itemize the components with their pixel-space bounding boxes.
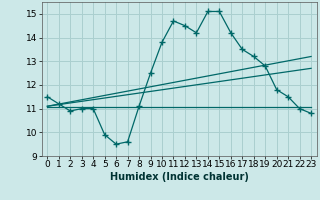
X-axis label: Humidex (Indice chaleur): Humidex (Indice chaleur)	[110, 172, 249, 182]
